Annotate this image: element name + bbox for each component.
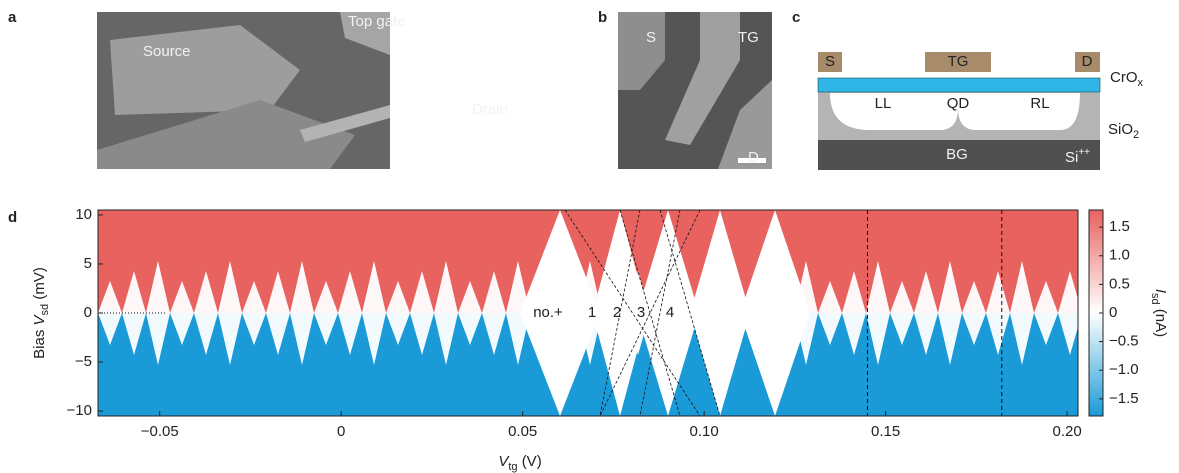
colorbar-label: Isd (nA) [1149, 289, 1169, 337]
x-tick-label: −0.05 [141, 423, 179, 440]
y-tick-label: −10 [67, 402, 92, 419]
sem-label: Source [143, 43, 191, 60]
contact-label: TG [948, 53, 969, 70]
colorbar-tick-label: −0.5 [1109, 333, 1139, 350]
region-label: LL [875, 95, 892, 112]
y-axis-label: Bias Vsd (mV) [31, 267, 51, 359]
region-label: QD [947, 95, 970, 112]
x-tick-label: 0 [337, 423, 345, 440]
contact-label: D [1082, 53, 1093, 70]
panel-label: d [8, 209, 17, 226]
colorbar-tick-label: −1.5 [1109, 390, 1139, 407]
x-tick-label: 0.15 [871, 423, 900, 440]
sio-label: SiO2 [1108, 121, 1139, 141]
bg-label: BG [946, 146, 968, 163]
y-tick-label: 0 [84, 304, 92, 321]
y-tick-label: 5 [84, 255, 92, 272]
y-tick-label: −5 [75, 353, 92, 370]
sem-label: S [646, 29, 656, 46]
cro-label: CrOx [1110, 69, 1144, 89]
panel-label: b [598, 9, 607, 26]
annotation: 2 [613, 304, 621, 321]
annotation: 1 [588, 304, 596, 321]
sem-label: Top gate [348, 13, 406, 30]
region-label: RL [1030, 95, 1049, 112]
annotation: 4 [666, 304, 674, 321]
x-axis-label: Vtg (V) [498, 453, 541, 473]
colorbar-tick-label: 0.5 [1109, 275, 1130, 292]
contact-label: S [825, 53, 835, 70]
annotation: 3 [637, 304, 645, 321]
colorbar-tick-label: 1.5 [1109, 218, 1130, 235]
x-tick-label: 0.20 [1053, 423, 1082, 440]
x-tick-label: 0.05 [508, 423, 537, 440]
sem-label: D [748, 149, 759, 166]
sem-label: TG [738, 29, 759, 46]
colorbar-tick-label: −1.0 [1109, 361, 1139, 378]
panel-label: a [8, 9, 17, 26]
y-tick-label: 10 [75, 206, 92, 223]
sem-label: Drain [472, 101, 508, 118]
panel-label: c [792, 9, 800, 26]
colorbar-tick-label: 0 [1109, 304, 1117, 321]
colorbar-tick-label: 1.0 [1109, 247, 1130, 264]
x-tick-label: 0.10 [690, 423, 719, 440]
figure: a Source Top gate Drain b S TG D c S TG … [0, 0, 1179, 473]
annotation: no.+ [533, 304, 563, 321]
